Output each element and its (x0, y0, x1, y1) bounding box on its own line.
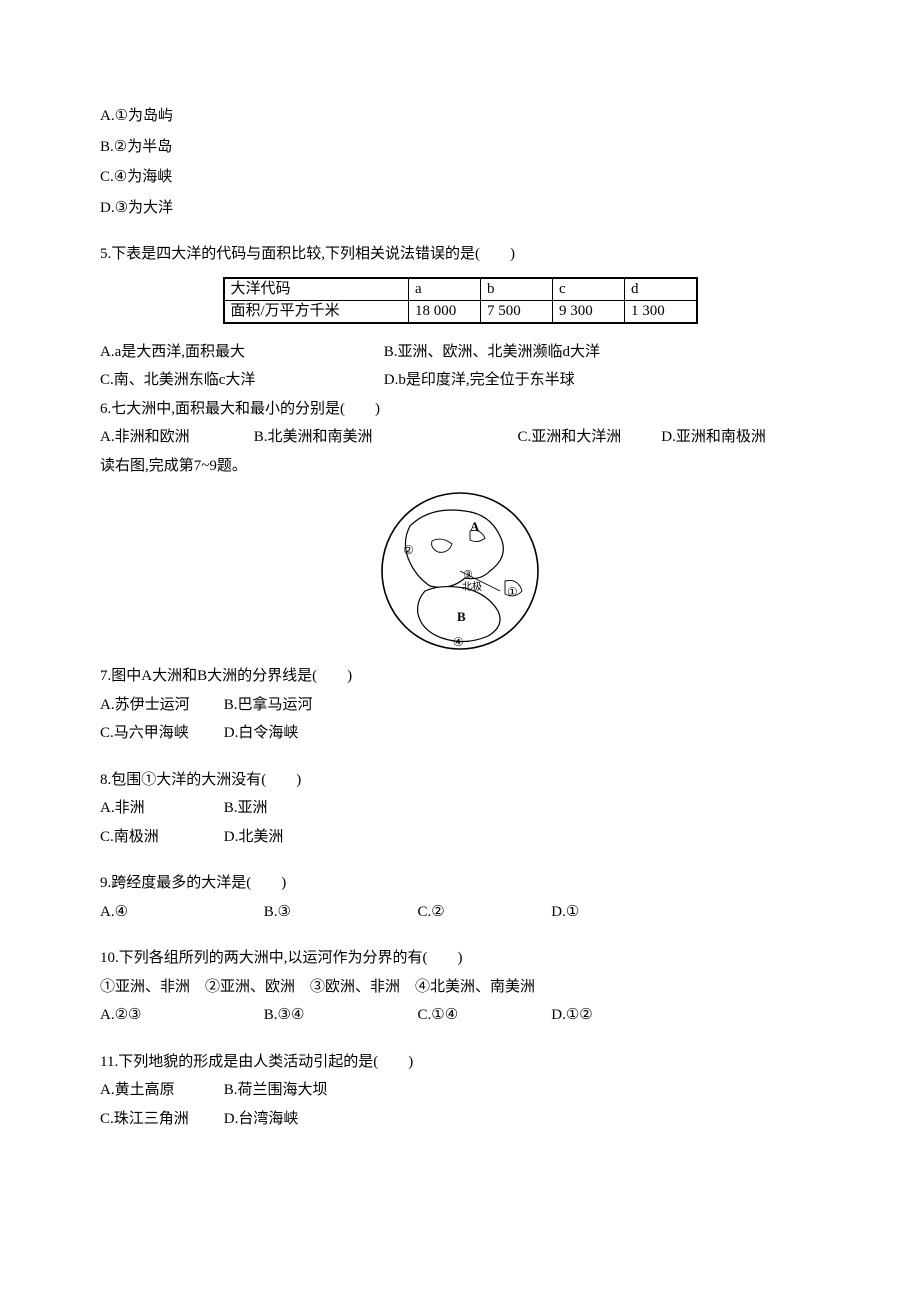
q4-opt-b: B.②为半岛 (100, 133, 820, 162)
q7-opt-d: D.白令海峡 (224, 719, 299, 748)
q9-stem: 9.跨经度最多的大洋是( ) (100, 869, 820, 898)
q9-opt-b: B.③ (264, 898, 414, 927)
q11-opt-d: D.台湾海峡 (224, 1105, 299, 1134)
q8-opt-d: D.北美洲 (224, 823, 284, 852)
q7-opt-a: A.苏伊士运河 (100, 691, 220, 720)
ocean-table: 大洋代码 a b c d 面积/万平方千米 18 000 7 500 9 300… (223, 277, 698, 324)
q5-opt-a: A.a是大西洋,面积最大 (100, 338, 380, 367)
q8-stem: 8.包围①大洋的大洲没有( ) (100, 766, 820, 795)
q6-opt-a: A.非洲和欧洲 (100, 423, 250, 452)
cell: a (409, 278, 481, 301)
cell: 7 500 (481, 300, 553, 323)
label-A: A (470, 519, 480, 534)
q7-stem: 7.图中A大洲和B大洲的分界线是( ) (100, 662, 820, 691)
q5-opt-b: B.亚洲、欧洲、北美洲濒临d大洋 (384, 338, 600, 367)
cell: 18 000 (409, 300, 481, 323)
q5-stem: 5.下表是四大洋的代码与面积比较,下列相关说法错误的是( ) (100, 240, 820, 269)
cell: 面积/万平方千米 (224, 300, 409, 323)
q6-opt-d: D.亚洲和南极洲 (661, 423, 766, 452)
q6-opt-b: B.北美洲和南美洲 (254, 423, 514, 452)
q10-opt-a: A.②③ (100, 1001, 260, 1030)
table-row: 面积/万平方千米 18 000 7 500 9 300 1 300 (224, 300, 697, 323)
q5-opts-row2: C.南、北美洲东临c大洋 D.b是印度洋,完全位于东半球 (100, 366, 820, 395)
label-2: ② (403, 543, 414, 557)
q6-stem: 6.七大洲中,面积最大和最小的分别是( ) (100, 395, 820, 424)
read-map-instruction: 读右图,完成第7~9题。 (100, 452, 820, 481)
q4-opt-a: A.①为岛屿 (100, 102, 820, 131)
cell: b (481, 278, 553, 301)
q7: 7.图中A大洲和B大洲的分界线是( ) A.苏伊士运河 B.巴拿马运河 C.马六… (100, 662, 820, 748)
q10: 10.下列各组所列的两大洲中,以运河作为分界的有( ) ①亚洲、非洲 ②亚洲、欧… (100, 944, 820, 1030)
q10-opt-b: B.③④ (264, 1001, 414, 1030)
label-1: ① (507, 585, 518, 599)
q4-options: A.①为岛屿 B.②为半岛 C.④为海峡 D.③为大洋 (100, 102, 820, 222)
q5-opt-d: D.b是印度洋,完全位于东半球 (384, 366, 575, 395)
q8-opt-a: A.非洲 (100, 794, 220, 823)
q10-opt-d: D.①② (551, 1001, 592, 1030)
q4-opt-d: D.③为大洋 (100, 194, 820, 223)
label-B: B (457, 609, 466, 624)
q11-opt-b: B.荷兰围海大坝 (224, 1076, 328, 1105)
label-4: ④ (453, 635, 464, 649)
cell: 大洋代码 (224, 278, 409, 301)
q10-groups: ①亚洲、非洲 ②亚洲、欧洲 ③欧洲、非洲 ④北美洲、南美洲 (100, 973, 820, 1002)
q5-opts-row1: A.a是大西洋,面积最大 B.亚洲、欧洲、北美洲濒临d大洋 (100, 338, 820, 367)
q8-opt-b: B.亚洲 (224, 794, 268, 823)
q11-stem: 11.下列地貌的形成是由人类活动引起的是( ) (100, 1048, 820, 1077)
q9-opt-d: D.① (551, 898, 579, 927)
q11: 11.下列地貌的形成是由人类活动引起的是( ) A.黄土高原 B.荷兰围海大坝 … (100, 1048, 820, 1134)
q6: 6.七大洲中,面积最大和最小的分别是( ) A.非洲和欧洲 B.北美洲和南美洲 … (100, 395, 820, 481)
cell: d (625, 278, 697, 301)
q6-opt-c: C.亚洲和大洋洲 (518, 423, 658, 452)
q11-opt-c: C.珠江三角洲 (100, 1105, 220, 1134)
q5-opt-c: C.南、北美洲东临c大洋 (100, 366, 380, 395)
cell: 9 300 (553, 300, 625, 323)
q9-opt-a: A.④ (100, 898, 260, 927)
q10-stem: 10.下列各组所列的两大洲中,以运河作为分界的有( ) (100, 944, 820, 973)
table-row: 大洋代码 a b c d (224, 278, 697, 301)
label-3: ③ (463, 569, 473, 581)
q6-opts: A.非洲和欧洲 B.北美洲和南美洲 C.亚洲和大洋洲 D.亚洲和南极洲 (100, 423, 820, 452)
q7-opt-b: B.巴拿马运河 (224, 691, 313, 720)
label-pole: 北极 (462, 580, 482, 593)
q7-opt-c: C.马六甲海峡 (100, 719, 220, 748)
polar-map-figure: A B ② ③ ① ④ 北极 (100, 486, 820, 656)
q9: 9.跨经度最多的大洋是( ) A.④ B.③ C.② D.① (100, 869, 820, 926)
q5: 5.下表是四大洋的代码与面积比较,下列相关说法错误的是( ) 大洋代码 a b … (100, 240, 820, 395)
q9-opt-c: C.② (418, 898, 548, 927)
q4-opt-c: C.④为海峡 (100, 163, 820, 192)
q10-opt-c: C.①④ (418, 1001, 548, 1030)
q8-opt-c: C.南极洲 (100, 823, 220, 852)
cell: 1 300 (625, 300, 697, 323)
q11-opt-a: A.黄土高原 (100, 1076, 220, 1105)
cell: c (553, 278, 625, 301)
q8: 8.包围①大洋的大洲没有( ) A.非洲 B.亚洲 C.南极洲 D.北美洲 (100, 766, 820, 852)
polar-map-icon: A B ② ③ ① ④ 北极 (370, 486, 550, 656)
